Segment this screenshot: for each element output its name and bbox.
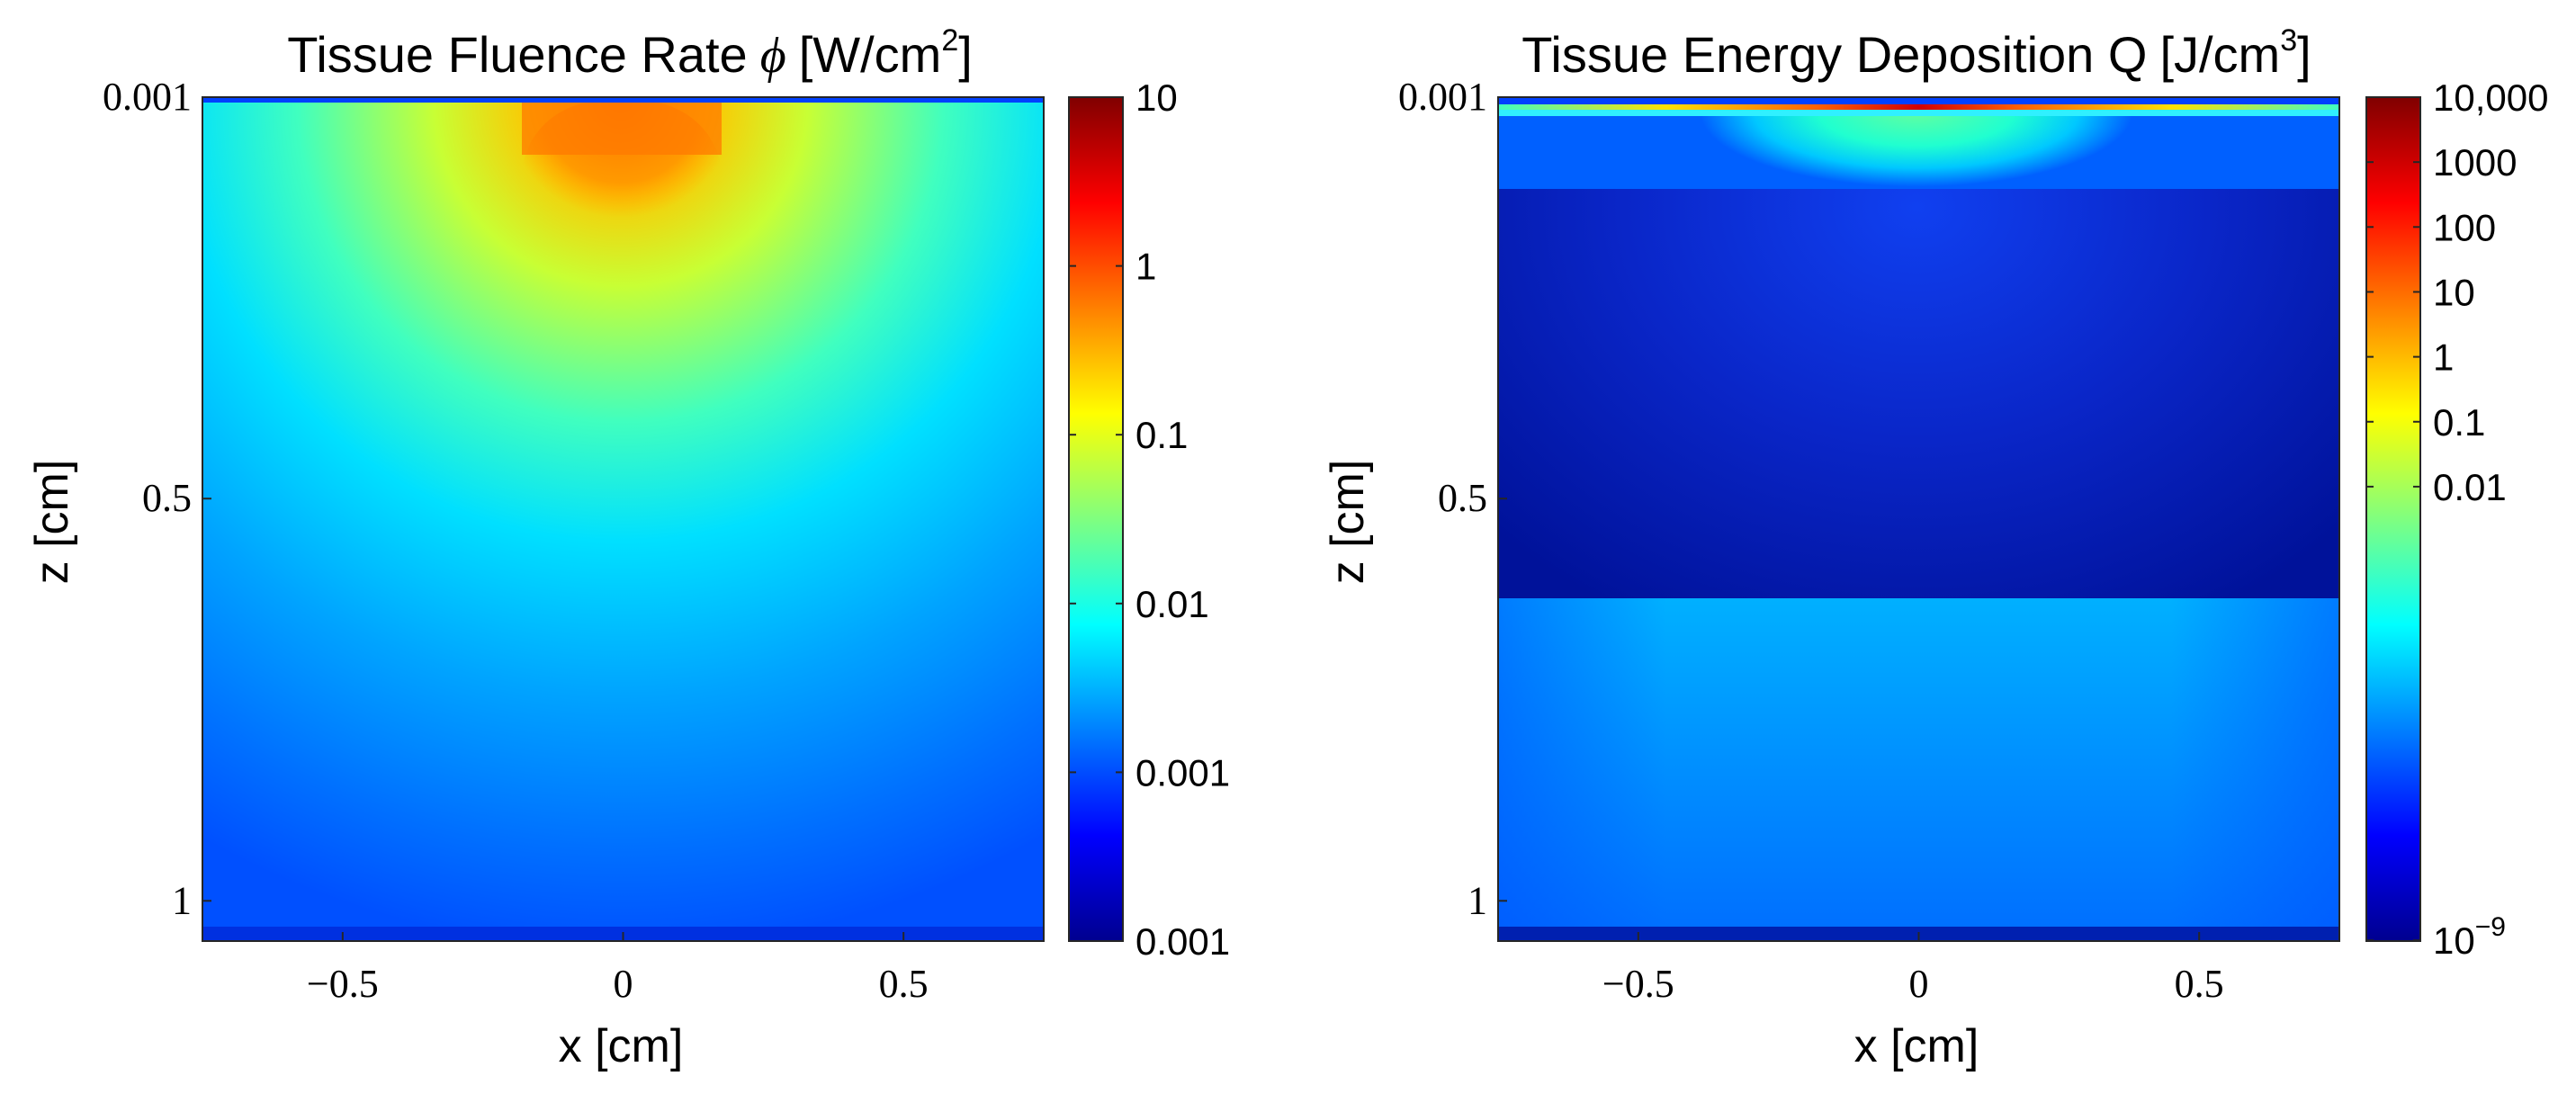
fluence-colorbar-frame xyxy=(1068,96,1124,942)
fluence-title-close: ] xyxy=(958,26,973,83)
energy-colorbar-frame xyxy=(2365,96,2421,942)
energy-layer-dermis xyxy=(1498,189,2339,598)
energy-y-ticks: 0.001 0.5 1 xyxy=(1398,75,1507,922)
fluence-x-tick-label: 0.5 xyxy=(879,962,929,1006)
energy-colorbar: 10,000 1000 100 10 1 0.1 0.01 10−9 xyxy=(2365,76,2548,962)
energy-heatmap xyxy=(1497,96,2340,942)
fluence-title-main: Tissue Fluence Rate xyxy=(287,26,748,83)
fluence-y-tick-label: 0.001 xyxy=(103,75,192,119)
energy-colorbar-tick-exponent: −9 xyxy=(2475,912,2506,942)
fluence-colorbar-tick-label: 0.001 xyxy=(1135,751,1230,794)
energy-x-tick-label: 0 xyxy=(1909,962,1929,1006)
fluence-colorbar-tick-label: 1 xyxy=(1135,246,1156,288)
fluence-panel: Tissue Fluence Rate ϕ [W/cm2] −0.5 0 0.5 0.0… xyxy=(26,23,1230,1072)
energy-y-label: z [cm] xyxy=(1322,460,1374,585)
fluence-y-tick-label: 1 xyxy=(172,878,192,922)
fluence-y-label: z [cm] xyxy=(26,460,78,585)
fluence-title-symbol: ϕ xyxy=(760,28,786,84)
energy-colorbar-tick-label: 100 xyxy=(2433,206,2496,248)
energy-layer-epidermis-hotspot xyxy=(1498,115,2339,189)
energy-colorbar-gradient xyxy=(2366,97,2420,941)
energy-layer-subcutis-edges xyxy=(1498,598,2339,927)
fluence-surface-line xyxy=(202,97,1044,103)
energy-layer-top-line xyxy=(1498,97,2339,104)
energy-title: Tissue Energy Deposition Q [J/cm3] xyxy=(1521,23,2311,83)
energy-colorbar-tick-label: 10−9 xyxy=(2433,912,2506,962)
energy-title-unit: [J/cm xyxy=(2159,26,2280,83)
energy-colorbar-ticks: 10,000 1000 100 10 1 0.1 0.01 10−9 xyxy=(2366,76,2548,962)
fluence-title-unit: [W/cm xyxy=(799,26,942,83)
energy-y-tick-label: 0.5 xyxy=(1438,476,1487,520)
fluence-title-exp: 2 xyxy=(941,23,958,58)
fluence-y-tick-label: 0.5 xyxy=(142,476,192,520)
fluence-colorbar-tick-label: 0.001 xyxy=(1135,920,1230,963)
energy-x-tick-label: −0.5 xyxy=(1602,962,1674,1006)
fluence-colorbar-tick-label: 0.01 xyxy=(1135,583,1209,625)
energy-layer-surface-glow xyxy=(1498,110,2339,116)
fluence-colorbar: 10 1 0.1 0.01 0.001 0.001 xyxy=(1068,76,1230,963)
fluence-colorbar-tick-label: 10 xyxy=(1135,76,1178,119)
energy-x-ticks: −0.5 0 0.5 xyxy=(1602,932,2224,1006)
fluence-y-ticks: 0.001 0.5 1 xyxy=(103,75,211,922)
energy-colorbar-tick-label: 1 xyxy=(2433,336,2454,379)
energy-x-label: x [cm] xyxy=(1854,1020,1979,1072)
energy-y-tick-label: 0.001 xyxy=(1398,75,1487,119)
energy-title-exp: 3 xyxy=(2280,23,2297,58)
energy-title-close: ] xyxy=(2297,26,2311,83)
fluence-colorbar-gradient xyxy=(1069,97,1123,941)
energy-colorbar-tick-label: 1000 xyxy=(2433,141,2517,184)
fluence-colorbar-tick-label: 0.1 xyxy=(1135,414,1188,456)
fluence-x-label: x [cm] xyxy=(559,1020,684,1072)
energy-colorbar-tick-label: 0.1 xyxy=(2433,401,2485,444)
energy-title-main: Tissue Energy Deposition Q xyxy=(1521,26,2147,83)
fluence-beam-core xyxy=(522,101,722,155)
fluence-x-tick-label: 0 xyxy=(614,962,633,1006)
fluence-title: Tissue Fluence Rate ϕ [W/cm2] xyxy=(287,23,973,84)
fluence-heatmap xyxy=(202,96,1045,942)
energy-colorbar-tick-label: 0.01 xyxy=(2433,466,2507,508)
fluence-colorbar-ticks: 10 1 0.1 0.01 0.001 0.001 xyxy=(1069,76,1230,963)
fluence-x-ticks: −0.5 0 0.5 xyxy=(307,932,929,1006)
fluence-x-tick-label: −0.5 xyxy=(307,962,379,1006)
energy-layer-surface xyxy=(1498,104,2339,110)
energy-x-tick-label: 0.5 xyxy=(2175,962,2224,1006)
energy-colorbar-tick-label: 10 xyxy=(2433,271,2475,313)
energy-panel: Tissue Energy Deposition Q [J/cm3] −0.5 0 0… xyxy=(1322,23,2548,1072)
energy-y-tick-label: 1 xyxy=(1468,878,1487,922)
energy-colorbar-tick-label: 10,000 xyxy=(2433,76,2548,119)
